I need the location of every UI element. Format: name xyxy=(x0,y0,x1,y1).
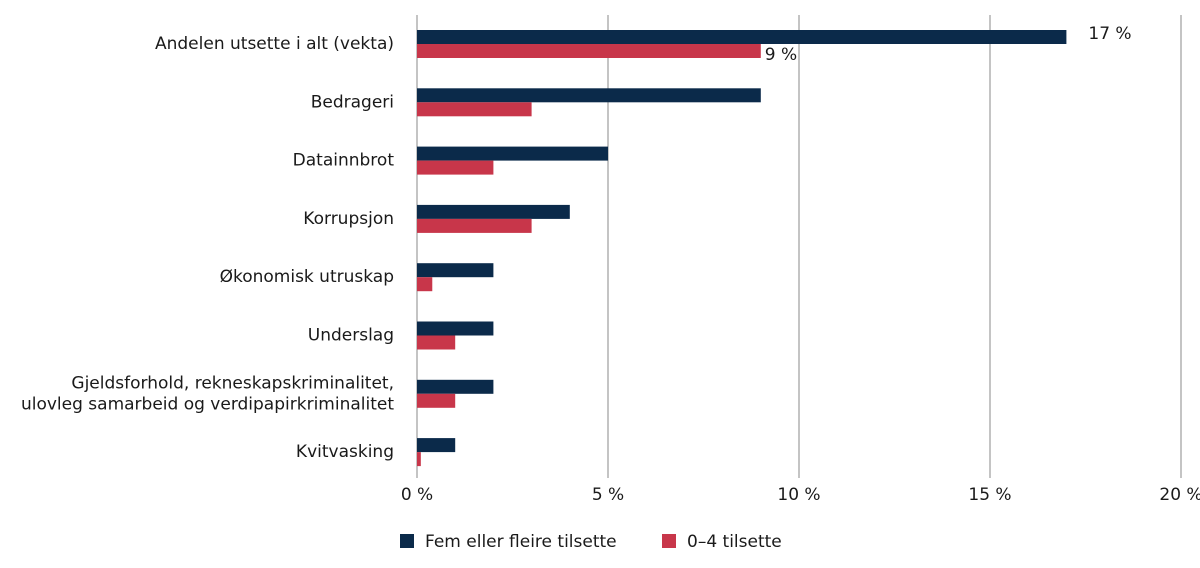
bar xyxy=(417,393,456,408)
bar xyxy=(417,88,761,103)
y-tick-label: Kvitvasking xyxy=(296,442,394,462)
legend-swatch xyxy=(400,534,414,548)
bar xyxy=(417,452,421,467)
bar xyxy=(417,44,761,58)
bar xyxy=(417,30,1067,44)
bar xyxy=(417,379,494,394)
y-tick-label: Underslag xyxy=(308,326,394,346)
legend-label: Fem eller fleire tilsette xyxy=(425,532,617,552)
y-tick-label: Økonomisk utruskap xyxy=(220,267,394,287)
value-label: 17 % xyxy=(1088,24,1131,44)
x-tick-label: 20 % xyxy=(1159,485,1200,505)
y-tick-label: Andelen utsette i alt (vekta) xyxy=(155,34,394,54)
x-tick-label: 10 % xyxy=(777,485,820,505)
value-label: 9 % xyxy=(765,45,797,65)
x-tick-label: 15 % xyxy=(968,485,1011,505)
bar xyxy=(417,335,456,350)
bar xyxy=(417,438,456,453)
legend-label: 0–4 tilsette xyxy=(687,532,782,552)
bar xyxy=(417,204,570,219)
y-tick-label: Bedrageri xyxy=(311,92,394,112)
bar xyxy=(417,146,608,161)
y-tick-label: Datainnbrot xyxy=(293,151,395,171)
y-tick-label: Korrupsjon xyxy=(303,209,394,229)
legend-swatch xyxy=(662,534,676,548)
bar xyxy=(417,277,433,292)
bar xyxy=(417,160,494,175)
bar xyxy=(417,263,494,278)
x-tick-label: 5 % xyxy=(592,485,624,505)
bar xyxy=(417,321,494,336)
bar xyxy=(417,218,532,233)
bar xyxy=(417,102,532,117)
x-tick-label: 0 % xyxy=(401,485,433,505)
y-tick-label: Gjeldsforhold, rekneskapskriminalitet, ul… xyxy=(21,373,394,414)
